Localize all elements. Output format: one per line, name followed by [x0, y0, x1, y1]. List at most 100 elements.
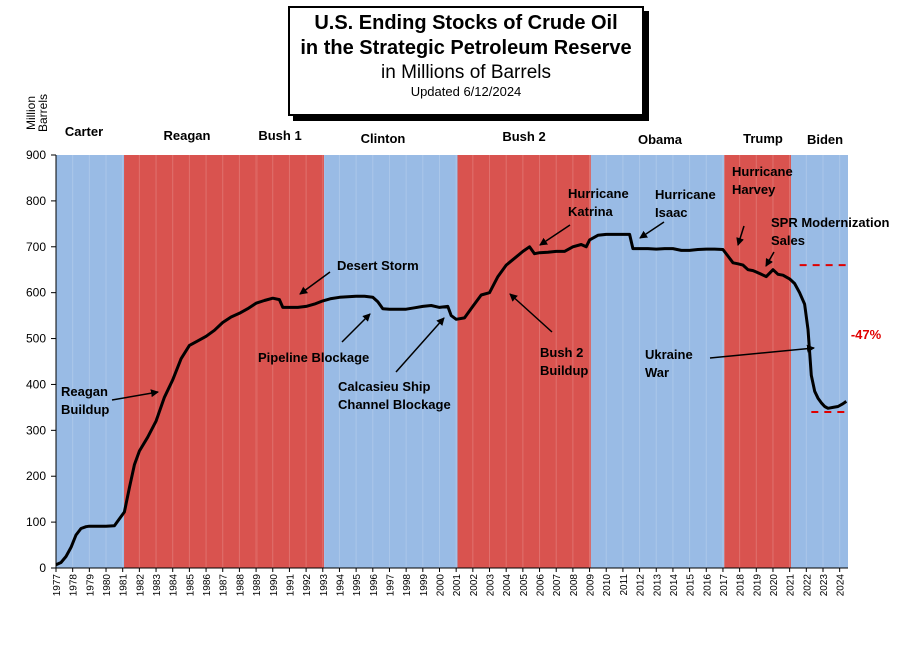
x-tick-label: 1980: [102, 574, 113, 597]
annotation-bush-2-buildup: Bush 2 Buildup: [540, 345, 588, 378]
y-tick-label: 600: [26, 286, 46, 300]
x-tick-label: 2002: [469, 574, 480, 597]
y-tick-label: 400: [26, 377, 46, 391]
y-axis-label-line2: Barrels: [36, 94, 50, 132]
x-tick-label: 2011: [619, 574, 630, 596]
annotation-hurricane-harvey: Hurricane Harvey: [732, 164, 793, 197]
x-tick-label: 2015: [686, 574, 697, 597]
annotation-spr-modernization-sales-arrow: [765, 251, 775, 267]
x-tick-label: 1984: [169, 574, 180, 597]
annotation-hurricane-isaac-line-2: Isaac: [655, 205, 688, 220]
annotation-bush-2-buildup-line-2: Buildup: [540, 363, 588, 378]
annotation-ukraine-war: Ukraine War: [645, 347, 693, 380]
y-tick-label: 200: [26, 469, 46, 483]
x-tick-label: 2017: [719, 574, 730, 597]
admin-band-obama: [590, 155, 725, 568]
x-tick-label: 2007: [552, 574, 563, 597]
y-tick-label: 100: [26, 515, 46, 529]
admin-band-reagan: [124, 155, 258, 568]
admin-band-bush-1: [257, 155, 325, 568]
spr-stocks-line: [55, 232, 848, 567]
x-tick-label: 2004: [502, 574, 513, 597]
annotation-ukraine-war-line-2: War: [645, 365, 669, 380]
annotation-hurricane-katrina-arrow: [539, 224, 571, 246]
x-tick-label: 2008: [569, 574, 580, 597]
annotation-calcasieu-ship-channel-blockage: Calcasieu Ship Channel Blockage: [338, 379, 451, 412]
chart-title-box: U.S. Ending Stocks of Crude Oil in the S…: [288, 6, 644, 116]
admin-label-reagan: Reagan: [164, 128, 211, 143]
chart-subtitle: in Millions of Barrels: [381, 62, 551, 83]
x-tick-label: 1988: [235, 574, 246, 597]
x-tick-label: 1998: [402, 574, 413, 597]
admin-label-clinton: Clinton: [361, 131, 406, 146]
admin-band-trump: [724, 155, 791, 568]
x-tick-label: 2021: [786, 574, 797, 597]
x-tick-label: 2024: [836, 574, 847, 597]
annotation-pipeline-blockage: Pipeline Blockage: [258, 350, 369, 365]
annotation-reagan-line-1: Reagan: [61, 384, 108, 399]
annotation-hurricane-harvey-arrow: [736, 225, 745, 246]
annotation-spr-modernization-sales-line-1: SPR Modernization: [771, 215, 890, 230]
x-tick-label: 2016: [702, 574, 713, 597]
x-tick-label: 1978: [69, 574, 80, 597]
x-tick-label: 2012: [636, 574, 647, 597]
x-tick-label: 2010: [602, 574, 613, 597]
annotation-calcasieu-ship-channel-blockage-line-2: Channel Blockage: [338, 397, 451, 412]
y-tick-label: 700: [26, 240, 46, 254]
admin-label-biden: Biden: [807, 132, 843, 147]
admin-label-bush-1: Bush 1: [258, 128, 301, 143]
annotation-hurricane-katrina-line-1: Hurricane: [568, 186, 629, 201]
x-tick-label: 1987: [219, 574, 230, 597]
annotation-ukraine-war-line-1: Ukraine: [645, 347, 693, 362]
annotation-hurricane-isaac-arrow: [639, 221, 665, 239]
annotation-desert-storm-arrow: [299, 271, 331, 295]
annotation-hurricane-isaac: Hurricane Isaac: [655, 187, 716, 220]
y-tick-label: 900: [26, 148, 46, 162]
annotation-ukraine-war-arrow: [709, 344, 815, 359]
x-tick-label: 1994: [335, 574, 346, 597]
x-tick-label: 1981: [119, 574, 130, 597]
x-tick-label: 2014: [669, 574, 680, 597]
annotation-bush-2-buildup-line-1: Bush 2: [540, 345, 583, 360]
annotation-pipeline-blockage-line-1: Pipeline Blockage: [258, 350, 369, 365]
annotation-desert-storm: Desert Storm: [337, 258, 419, 273]
x-tick-label: 2022: [802, 574, 813, 597]
y-tick-label: 0: [39, 561, 46, 575]
annotation-reagan-arrow: [111, 389, 159, 401]
x-tick-label: 2003: [486, 574, 497, 597]
x-tick-label: 1996: [369, 574, 380, 597]
chart-updated: Updated 6/12/2024: [410, 84, 522, 99]
y-tick-label: 300: [26, 423, 46, 437]
y-tick-label: 800: [26, 194, 46, 208]
x-tick-label: 2005: [519, 574, 530, 597]
annotation-hurricane-katrina: Hurricane Katrina: [568, 186, 629, 219]
x-tick-label: 1979: [85, 574, 96, 597]
x-tick-label: 1989: [252, 574, 263, 597]
annotation-reagan-line-2: Buildup: [61, 402, 109, 417]
admin-band-carter: [56, 155, 125, 568]
admin-label-bush-2: Bush 2: [502, 129, 545, 144]
admin-label-carter: Carter: [65, 124, 103, 139]
x-tick-label: 1990: [269, 574, 280, 597]
annotation-hurricane-harvey-line-1: Hurricane: [732, 164, 793, 179]
x-tick-label: 2013: [652, 574, 663, 597]
annotation-pipeline-blockage-arrow: [341, 313, 371, 343]
x-tick-label: 1982: [135, 574, 146, 597]
x-tick-label: 2006: [536, 574, 547, 597]
annotation-bush-2-buildup-arrow: [509, 293, 553, 333]
x-tick-label: 1983: [152, 574, 163, 597]
y-axis-label-line1: Million: [24, 96, 38, 130]
x-tick-label: 2023: [819, 574, 830, 597]
percent-change-label: -47%: [851, 327, 882, 342]
admin-label-trump: Trump: [743, 131, 783, 146]
x-tick-label: 1993: [319, 574, 330, 597]
x-tick-label: 2019: [752, 574, 763, 597]
chart-title: U.S. Ending Stocks of Crude Oil: [314, 12, 618, 34]
x-tick-label: 2018: [736, 574, 747, 597]
annotation-hurricane-isaac-line-1: Hurricane: [655, 187, 716, 202]
annotation-hurricane-katrina-line-2: Katrina: [568, 204, 614, 219]
x-tick-label: 1977: [52, 574, 63, 597]
x-tick-label: 2009: [586, 574, 597, 597]
x-tick-label: 2020: [769, 574, 780, 597]
